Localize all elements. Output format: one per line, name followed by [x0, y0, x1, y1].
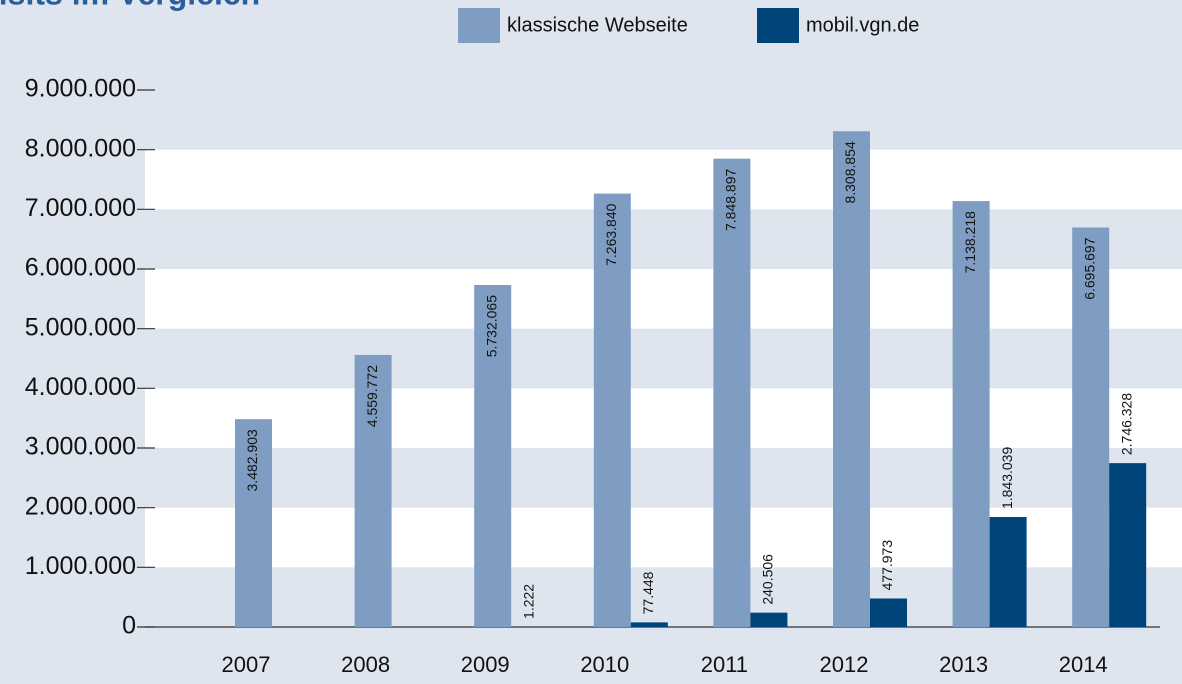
y-tick-label: 7.000.000	[25, 194, 136, 222]
bar	[989, 517, 1027, 627]
x-tick-label: 2008	[341, 652, 390, 677]
x-tick-label: 2014	[1059, 652, 1108, 677]
x-tick-label: 2013	[939, 652, 988, 677]
x-tick-label: 2007	[222, 652, 271, 677]
x-tick-label: 2010	[580, 652, 629, 677]
legend-label: mobil.vgn.de	[806, 14, 919, 36]
value-label: 2.746.328	[1118, 393, 1134, 455]
value-label: 240.506	[760, 554, 776, 605]
value-label: 8.308.854	[842, 141, 858, 203]
bar	[1109, 463, 1147, 627]
y-tick-label: 5.000.000	[25, 313, 136, 341]
value-label: 77.448	[640, 571, 656, 614]
bar	[952, 201, 990, 628]
legend-swatch	[757, 8, 799, 43]
value-label: 6.695.697	[1081, 237, 1097, 299]
value-label: 3.482.903	[244, 429, 260, 491]
grid-band	[145, 388, 1182, 448]
grid-band	[145, 269, 1182, 329]
bar	[833, 131, 870, 627]
value-label: 7.138.218	[962, 211, 978, 273]
value-label: 7.848.897	[723, 168, 739, 230]
y-tick-label: 4.000.000	[25, 373, 136, 401]
value-label: 477.973	[879, 540, 895, 591]
bar	[713, 158, 751, 627]
value-label: 1.843.039	[999, 447, 1015, 509]
bar	[750, 612, 788, 627]
bar	[593, 193, 631, 627]
bar	[474, 284, 512, 627]
y-tick-label: 3.000.000	[25, 433, 136, 461]
y-tick-label: 6.000.000	[25, 254, 136, 282]
x-tick-label: 2009	[461, 652, 510, 677]
legend-swatch	[458, 8, 500, 43]
bar	[870, 598, 907, 627]
value-label: 5.732.065	[483, 295, 499, 357]
value-label: 1.222	[520, 584, 536, 619]
y-tick-label: 9.000.000	[25, 75, 136, 103]
bar	[630, 622, 668, 627]
grid-band	[145, 149, 1182, 210]
y-tick-label: 1.000.000	[25, 552, 136, 580]
bar	[1072, 227, 1110, 627]
y-tick-label: 8.000.000	[25, 134, 136, 162]
x-tick-label: 2011	[701, 652, 748, 677]
chart-title: Visits im Vergleich	[0, 0, 260, 11]
bar	[235, 419, 272, 627]
value-label: 7.263.840	[603, 203, 619, 265]
value-label: 4.559.772	[364, 365, 380, 427]
legend-label: klassische Webseite	[507, 14, 688, 36]
y-tick-label: 0	[122, 612, 136, 640]
bar	[354, 354, 392, 627]
y-tick-label: 2.000.000	[25, 492, 136, 520]
x-tick-label: 2012	[820, 652, 869, 677]
